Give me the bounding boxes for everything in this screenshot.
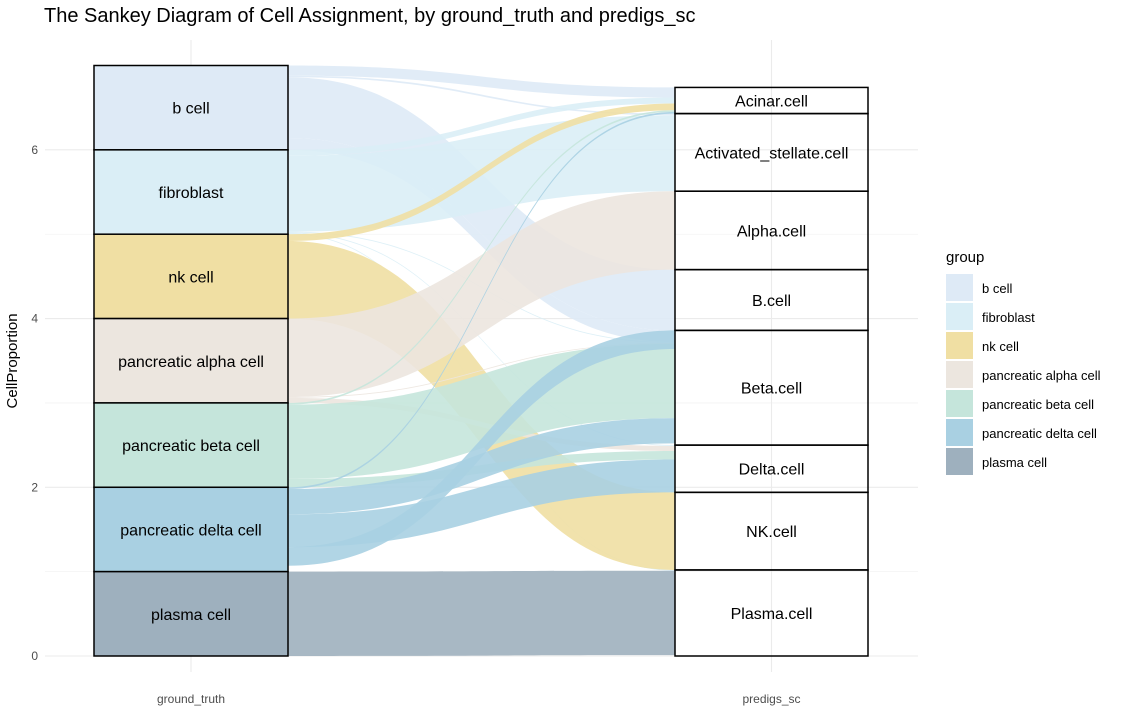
right-stratum-label: Alpha.cell [737, 223, 806, 240]
left-stratum-label: plasma cell [151, 607, 231, 624]
legend-label: fibroblast [982, 310, 1035, 325]
right-stratum-label: Delta.cell [739, 462, 805, 479]
left-stratum [93, 317, 289, 404]
chart-title: The Sankey Diagram of Cell Assignment, b… [44, 5, 695, 27]
flow-band [288, 343, 675, 398]
x-tick-label: predigs_sc [742, 692, 800, 706]
stratum-layer: b cell fibroblast nk cell pancreatic alpha … [93, 64, 869, 657]
legend-label: pancreatic alpha cell [982, 368, 1101, 383]
flow-band [288, 418, 675, 515]
legend-swatch [946, 390, 973, 417]
right-stratum-label: Acinar.cell [735, 94, 808, 111]
legend-label: pancreatic delta cell [982, 426, 1097, 441]
right-stratum-label: NK.cell [746, 524, 797, 541]
legend-swatch [946, 448, 973, 475]
legend-label: plasma cell [982, 455, 1047, 470]
flow-band [288, 138, 675, 343]
left-stratum-label: pancreatic delta cell [120, 522, 261, 539]
flow-layer [288, 65, 675, 656]
flow-band [288, 570, 675, 656]
left-stratum [93, 402, 289, 489]
flow-band [288, 232, 675, 446]
y-tick-label: 6 [31, 143, 38, 157]
left-stratum-label: pancreatic beta cell [122, 438, 260, 455]
flow-band [288, 343, 675, 479]
right-stratum-label: Beta.cell [741, 381, 802, 398]
legend-label: nk cell [982, 339, 1019, 354]
right-stratum-label: Activated_stellate.cell [695, 145, 849, 162]
legend: group b cell fibroblast nk cell pancreatic … [946, 249, 1101, 475]
flow-band [288, 111, 675, 489]
flow-band [288, 191, 675, 398]
legend-swatch [946, 303, 973, 330]
flow-band [288, 330, 675, 566]
legend-swatch [946, 361, 973, 388]
axis-layer: 0 2 4 6 ground_truth predigs_sc [31, 143, 800, 706]
legend-title: group [946, 249, 984, 266]
flow-band [288, 97, 675, 156]
legend-swatch [946, 419, 973, 446]
legend-label: b cell [982, 281, 1012, 296]
right-stratum [674, 569, 869, 657]
left-stratum [93, 233, 289, 320]
left-stratum-label: nk cell [168, 269, 213, 286]
left-stratum [93, 486, 289, 573]
right-stratum-label: Plasma.cell [731, 606, 813, 623]
y-tick-label: 2 [31, 480, 38, 494]
y-axis-title: CellProportion [4, 313, 21, 408]
x-tick-label: ground_truth [157, 692, 225, 706]
flow-band [288, 110, 675, 405]
left-stratum-label: pancreatic alpha cell [118, 354, 264, 371]
left-stratum [93, 570, 289, 657]
left-stratum-label: fibroblast [159, 185, 224, 202]
flow-band [288, 103, 675, 241]
legend-label: pancreatic beta cell [982, 397, 1094, 412]
right-stratum-label: B.cell [752, 293, 791, 310]
left-stratum-label: b cell [172, 101, 209, 118]
legend-swatch [946, 332, 973, 359]
y-tick-label: 0 [31, 649, 38, 663]
flow-band [288, 75, 675, 116]
left-stratum [93, 149, 289, 235]
flow-band [288, 65, 675, 98]
legend-swatch [946, 274, 973, 301]
y-tick-label: 4 [31, 312, 38, 326]
